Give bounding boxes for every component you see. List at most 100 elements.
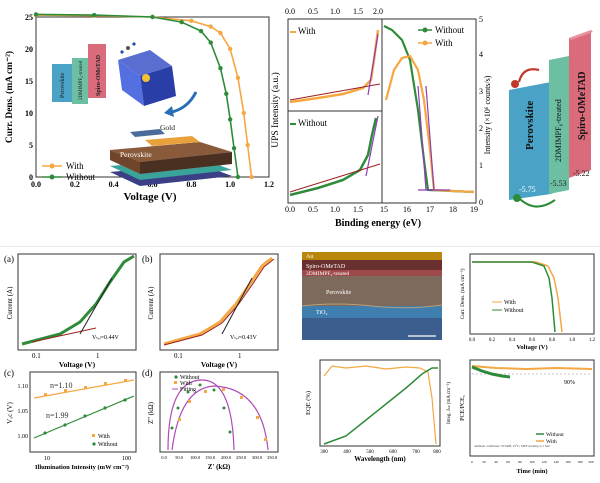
svg-text:Without: Without: [504, 308, 524, 314]
jv-main-ytick: 20: [25, 45, 33, 54]
jv-main-point-without: [224, 91, 229, 97]
jv-small-xticks: 0.0 0.2 0.4 0.6 0.8 1.0 1.2: [469, 338, 596, 343]
stab-with-curve: [471, 365, 593, 371]
svg-text:1.2: 1.2: [589, 338, 596, 343]
panel-a-xlabel: Voltage (V): [59, 360, 96, 369]
svg-text:20: 20: [482, 460, 486, 464]
jv-main-legend: With Without: [42, 161, 96, 182]
legend-with-marker: [49, 163, 55, 169]
electron-arrow-icon: [518, 197, 556, 208]
jv-main-ytick: 10: [25, 109, 33, 118]
energy-value-spiro: -5.22: [573, 169, 590, 178]
jv-small-frame: [469, 253, 595, 335]
panel-b-annotation: Vₜₑₗ=0.43V: [230, 335, 258, 341]
svg-text:0.1: 0.1: [174, 352, 183, 360]
sem-tio2-label: TiO₂: [316, 310, 328, 316]
panel-a-annotation: Vₜₑₗ=0.44V: [92, 335, 120, 341]
eqe-xlabel: Wavelength (nm): [354, 455, 406, 463]
svg-text:500: 500: [366, 450, 374, 455]
svg-text:0.8: 0.8: [549, 338, 556, 343]
sem-dmimpf-label: 2DMIMPF₆-treated: [306, 271, 349, 277]
jv-main-point-with: [249, 174, 254, 180]
svg-text:1: 1: [479, 161, 483, 170]
jv-main-point-with: [241, 110, 246, 116]
svg-text:600: 600: [389, 450, 397, 455]
jv-main-xtick: 1.0: [225, 180, 235, 189]
svg-text:With: With: [435, 38, 453, 48]
jv-main-point-without: [150, 14, 155, 20]
energy-perovskite-label: Perovskite: [524, 101, 536, 150]
energy-value-dmimpf: -5.53: [550, 179, 567, 188]
jv-main-point-with: [218, 30, 223, 36]
svg-text:10: 10: [44, 456, 50, 462]
stab-without-curve: [471, 365, 511, 379]
ups-left-top-ticks: 0.0 0.5 1.0 1.5 2.0: [285, 7, 383, 16]
inset-spiro-label: Spiro-OMeTAD: [96, 54, 102, 96]
ups-cutoff-with: [384, 54, 475, 194]
svg-text:400: 400: [343, 450, 351, 455]
jv-small-with: [472, 261, 563, 333]
eqe-xticks: 300 400 500 600 700 800: [320, 450, 441, 455]
svg-text:With: With: [546, 439, 557, 445]
jv-main-point-with: [227, 46, 233, 52]
inset-dmimpf-label: 2DMIMPF₆-treated: [79, 60, 84, 100]
cation-icon: [142, 74, 150, 82]
eqe-right-ylabel: Integ. Jₛₙ (mA cm⁻²): [446, 382, 452, 424]
jv-main-xtick: 0.8: [186, 180, 196, 189]
jv-inset-energy-stack: Perovskite 2DMIMPF₆-treated Spiro-OMeTAD: [52, 44, 106, 104]
panel-b-frame: [159, 253, 279, 351]
legend-without-label: Without: [66, 172, 96, 182]
svg-text:0.2: 0.2: [489, 338, 496, 343]
ups-with-fit-edge: [367, 33, 379, 96]
jv-main-xlabel: Voltage (V): [123, 191, 176, 203]
jv-small-xlabel: Voltage (V): [516, 344, 547, 351]
svg-text:1.00: 1.00: [18, 434, 29, 440]
panel-b-curve: [163, 256, 273, 346]
panel-d-xlabel: Z' (kΩ): [208, 463, 231, 471]
stab-frame: [469, 359, 595, 457]
panel-c-ylabel: Vₒc (V): [6, 402, 14, 424]
bottom-left-panels: (a) Vₜₑₗ=0.44V 0.1 1 Voltage (V) Current…: [4, 253, 279, 471]
ups-with-curve: [289, 29, 380, 104]
svg-text:160: 160: [565, 460, 570, 464]
svg-text:0: 0: [479, 198, 483, 207]
hole-arrow-icon: [517, 68, 540, 83]
svg-text:1: 1: [96, 352, 100, 360]
svg-text:120: 120: [541, 460, 546, 464]
ups-cutoff-without: [383, 25, 475, 194]
panel-c-n-with: n=1.10: [50, 381, 73, 390]
legend-without-marker: [49, 174, 55, 180]
energy-value-perovskite: -5.75: [519, 185, 536, 194]
panel-c-tag: (c): [4, 368, 14, 378]
svg-text:Fitting: Fitting: [180, 387, 196, 393]
ups-xlabel: Binding energy (eV): [335, 218, 421, 229]
svg-text:140: 140: [553, 460, 558, 464]
svg-text:100: 100: [122, 456, 131, 462]
svg-text:17: 17: [426, 205, 434, 214]
jv-small-legend: With Without: [492, 300, 524, 314]
ups-right-ylabel-wrap: Intensity (×10⁶ counts/s): [483, 75, 492, 154]
jv-main-ytick: 0: [29, 173, 33, 182]
stab-xticks: 0 20 40 60 80 100 120 140 160 180 200: [471, 460, 594, 464]
device-stack-illustration: Gold Perovskite: [110, 123, 232, 186]
jv-main-point-without: [218, 66, 223, 71]
panel-b-ylabel: Current (A): [147, 286, 155, 320]
svg-text:Without: Without: [98, 442, 118, 448]
panel-c-xlabel: Illumination Intensity (mW cm⁻²): [35, 464, 129, 471]
jv-main-xtick: 0.0: [31, 180, 41, 189]
panel-d-fit-without: [167, 379, 235, 451]
sem-au-label: Au: [306, 254, 313, 260]
jv-main-point-without: [208, 40, 213, 45]
ups-left-bottom-ticks: 0.0 0.5 1.0 1.5: [285, 205, 363, 214]
jv-main-ytick: 25: [25, 13, 33, 22]
jv-main-ytick: 5: [29, 141, 33, 150]
svg-text:1.5: 1.5: [353, 205, 363, 214]
svg-text:0.5: 0.5: [308, 205, 318, 214]
svg-text:1.0: 1.0: [330, 205, 340, 214]
svg-text:5: 5: [479, 15, 483, 24]
svg-text:16: 16: [403, 205, 411, 214]
svg-text:With: With: [180, 381, 192, 387]
stab-percent: 90%: [564, 380, 575, 386]
panel-d-frame: [159, 371, 279, 453]
